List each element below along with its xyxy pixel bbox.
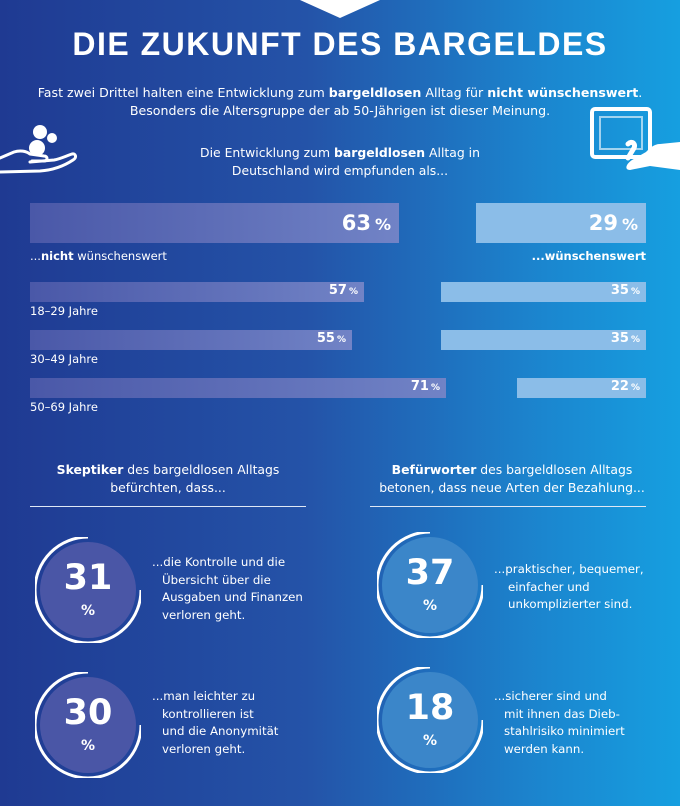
hand-tablet-icon bbox=[590, 107, 680, 170]
bar-wuenschenswert: 35% bbox=[441, 282, 646, 302]
subtitle-part: Alltag in bbox=[425, 145, 480, 160]
desc-line: ...praktischer, bequemer, bbox=[494, 562, 644, 576]
desc-line: ...sicherer sind und bbox=[494, 689, 607, 703]
divider bbox=[30, 506, 306, 507]
bar-value-percent: % bbox=[630, 335, 640, 345]
age-label: 50–69 Jahre bbox=[30, 400, 98, 414]
stat-circle-skeptiker-2: 30 % bbox=[33, 670, 143, 780]
heading-line-2: befürchten, dass... bbox=[110, 480, 226, 495]
intro-bold: bargeldlosen bbox=[328, 85, 422, 100]
page-title: DIE ZUKUNFT DES BARGELDES bbox=[72, 26, 608, 62]
stat-description: ...die Kontrolle und die Übersicht über … bbox=[152, 554, 303, 624]
stat-description: ...sicherer sind und mit ihnen das Dieb-… bbox=[494, 688, 625, 758]
age-label: 30–49 Jahre bbox=[30, 352, 98, 366]
skeptiker-heading: Skeptiker des bargeldlosen Alltags befür… bbox=[18, 461, 318, 497]
heading-line-2: betonen, dass neue Arten der Bezahlung..… bbox=[379, 480, 645, 495]
stat-value: 31 bbox=[63, 558, 113, 598]
heading-bold: Skeptiker bbox=[56, 462, 124, 477]
bar-value-percent: % bbox=[630, 383, 640, 393]
desc-line: und die Anonymität bbox=[162, 724, 279, 738]
heading-rest: des bargeldlosen Alltags bbox=[123, 462, 280, 477]
donut-ring bbox=[375, 530, 485, 640]
bar-value-percent: % bbox=[430, 383, 440, 393]
intro-text-part: Alltag für bbox=[421, 85, 488, 100]
bar-value-percent: % bbox=[348, 287, 358, 297]
stat-value: 18 bbox=[405, 688, 455, 728]
bar-value-percent: % bbox=[336, 335, 346, 345]
age-label: 18–29 Jahre bbox=[30, 304, 98, 318]
bar-value-label: 63% bbox=[341, 211, 391, 235]
bar-wuenschenswert: 29% bbox=[476, 203, 646, 243]
desc-line: Übersicht über die bbox=[162, 572, 271, 587]
bar-value-label: 55% bbox=[316, 331, 346, 346]
stat-circle-skeptiker-1: 31 % bbox=[33, 535, 143, 645]
desc-line: unkomplizierter sind. bbox=[508, 597, 633, 611]
legend-rest: wünschenswert bbox=[73, 249, 167, 263]
intro-text: Fast zwei Drittel halten eine Entwicklun… bbox=[30, 84, 650, 120]
desc-line: einfacher und bbox=[508, 579, 590, 594]
desc-line: ...die Kontrolle und die bbox=[152, 555, 286, 569]
desc-line: stahlrisiko minimiert bbox=[504, 724, 625, 738]
stat-percent: % bbox=[80, 603, 96, 619]
stat-circle-befuerworter-1: 37 % bbox=[375, 530, 485, 640]
divider bbox=[370, 506, 646, 507]
stat-value: 30 bbox=[63, 693, 113, 733]
heading-rest: des bargeldlosen Alltags bbox=[476, 462, 633, 477]
bar-value-label: 29% bbox=[588, 211, 638, 235]
top-notch bbox=[300, 0, 380, 18]
legend-prefix: ... bbox=[30, 249, 41, 263]
stat-percent: % bbox=[80, 738, 96, 754]
stat-percent: % bbox=[422, 733, 438, 749]
bar-nicht-wuenschenswert: 63% bbox=[30, 203, 399, 243]
stat-description: ...praktischer, bequemer, einfacher und … bbox=[494, 561, 644, 614]
bar-value-label: 35% bbox=[610, 283, 640, 298]
bar-value-label: 71% bbox=[410, 379, 440, 394]
legend-nicht-wuenschenswert: ...nicht wünschenswert bbox=[30, 249, 167, 263]
donut-ring bbox=[375, 665, 485, 775]
bar-nicht-wuenschenswert: 57% bbox=[30, 282, 364, 302]
befuerworter-heading: Befürworter des bargeldlosen Alltags bet… bbox=[362, 461, 662, 497]
donut-ring bbox=[33, 670, 143, 780]
donut-ring bbox=[33, 535, 143, 645]
intro-text-part: Fast zwei Drittel halten eine Entwicklun… bbox=[37, 85, 329, 100]
bar-value-label: 35% bbox=[610, 331, 640, 346]
desc-line: kontrollieren ist bbox=[162, 706, 254, 721]
legend-bold: nicht bbox=[40, 249, 74, 263]
desc-line: ...man leichter zu bbox=[152, 689, 256, 703]
stat-value: 37 bbox=[405, 553, 455, 593]
intro-bold: nicht wünschenswert bbox=[487, 85, 639, 100]
desc-line: mit ihnen das Dieb- bbox=[504, 706, 620, 721]
bar-wuenschenswert: 35% bbox=[441, 330, 646, 350]
heading-bold: Befürworter bbox=[391, 462, 477, 477]
stat-circle-befuerworter-2: 18 % bbox=[375, 665, 485, 775]
stat-percent: % bbox=[422, 598, 438, 614]
bar-nicht-wuenschenswert: 71% bbox=[30, 378, 446, 398]
bar-value-percent: % bbox=[630, 287, 640, 297]
hand-coins-icon bbox=[0, 125, 77, 174]
desc-line: Ausgaben und Finanzen bbox=[162, 590, 303, 604]
subtitle-part: Die Entwicklung zum bbox=[200, 145, 334, 160]
subtitle-bold: bargeldlosen bbox=[334, 145, 426, 160]
bar-value-percent: % bbox=[621, 215, 638, 234]
chart-subtitle: Die Entwicklung zum bargeldlosen Alltag … bbox=[140, 144, 540, 180]
bar-value-label: 22% bbox=[610, 379, 640, 394]
desc-line: werden kann. bbox=[504, 741, 585, 756]
desc-line: verloren geht. bbox=[162, 741, 246, 756]
intro-text-part: . bbox=[638, 85, 643, 100]
bar-wuenschenswert: 22% bbox=[517, 378, 646, 398]
legend-wuenschenswert: ...wünschenswert bbox=[531, 249, 646, 263]
bar-value-label: 57% bbox=[328, 283, 358, 298]
desc-line: verloren geht. bbox=[162, 607, 246, 622]
bar-value-percent: % bbox=[374, 215, 391, 234]
stat-description: ...man leichter zu kontrollieren ist und… bbox=[152, 688, 278, 758]
intro-line-2: Besonders die Altersgruppe der ab 50-Jäh… bbox=[129, 103, 551, 118]
subtitle-line-2: Deutschland wird empfunden als... bbox=[231, 163, 449, 178]
bar-nicht-wuenschenswert: 55% bbox=[30, 330, 352, 350]
